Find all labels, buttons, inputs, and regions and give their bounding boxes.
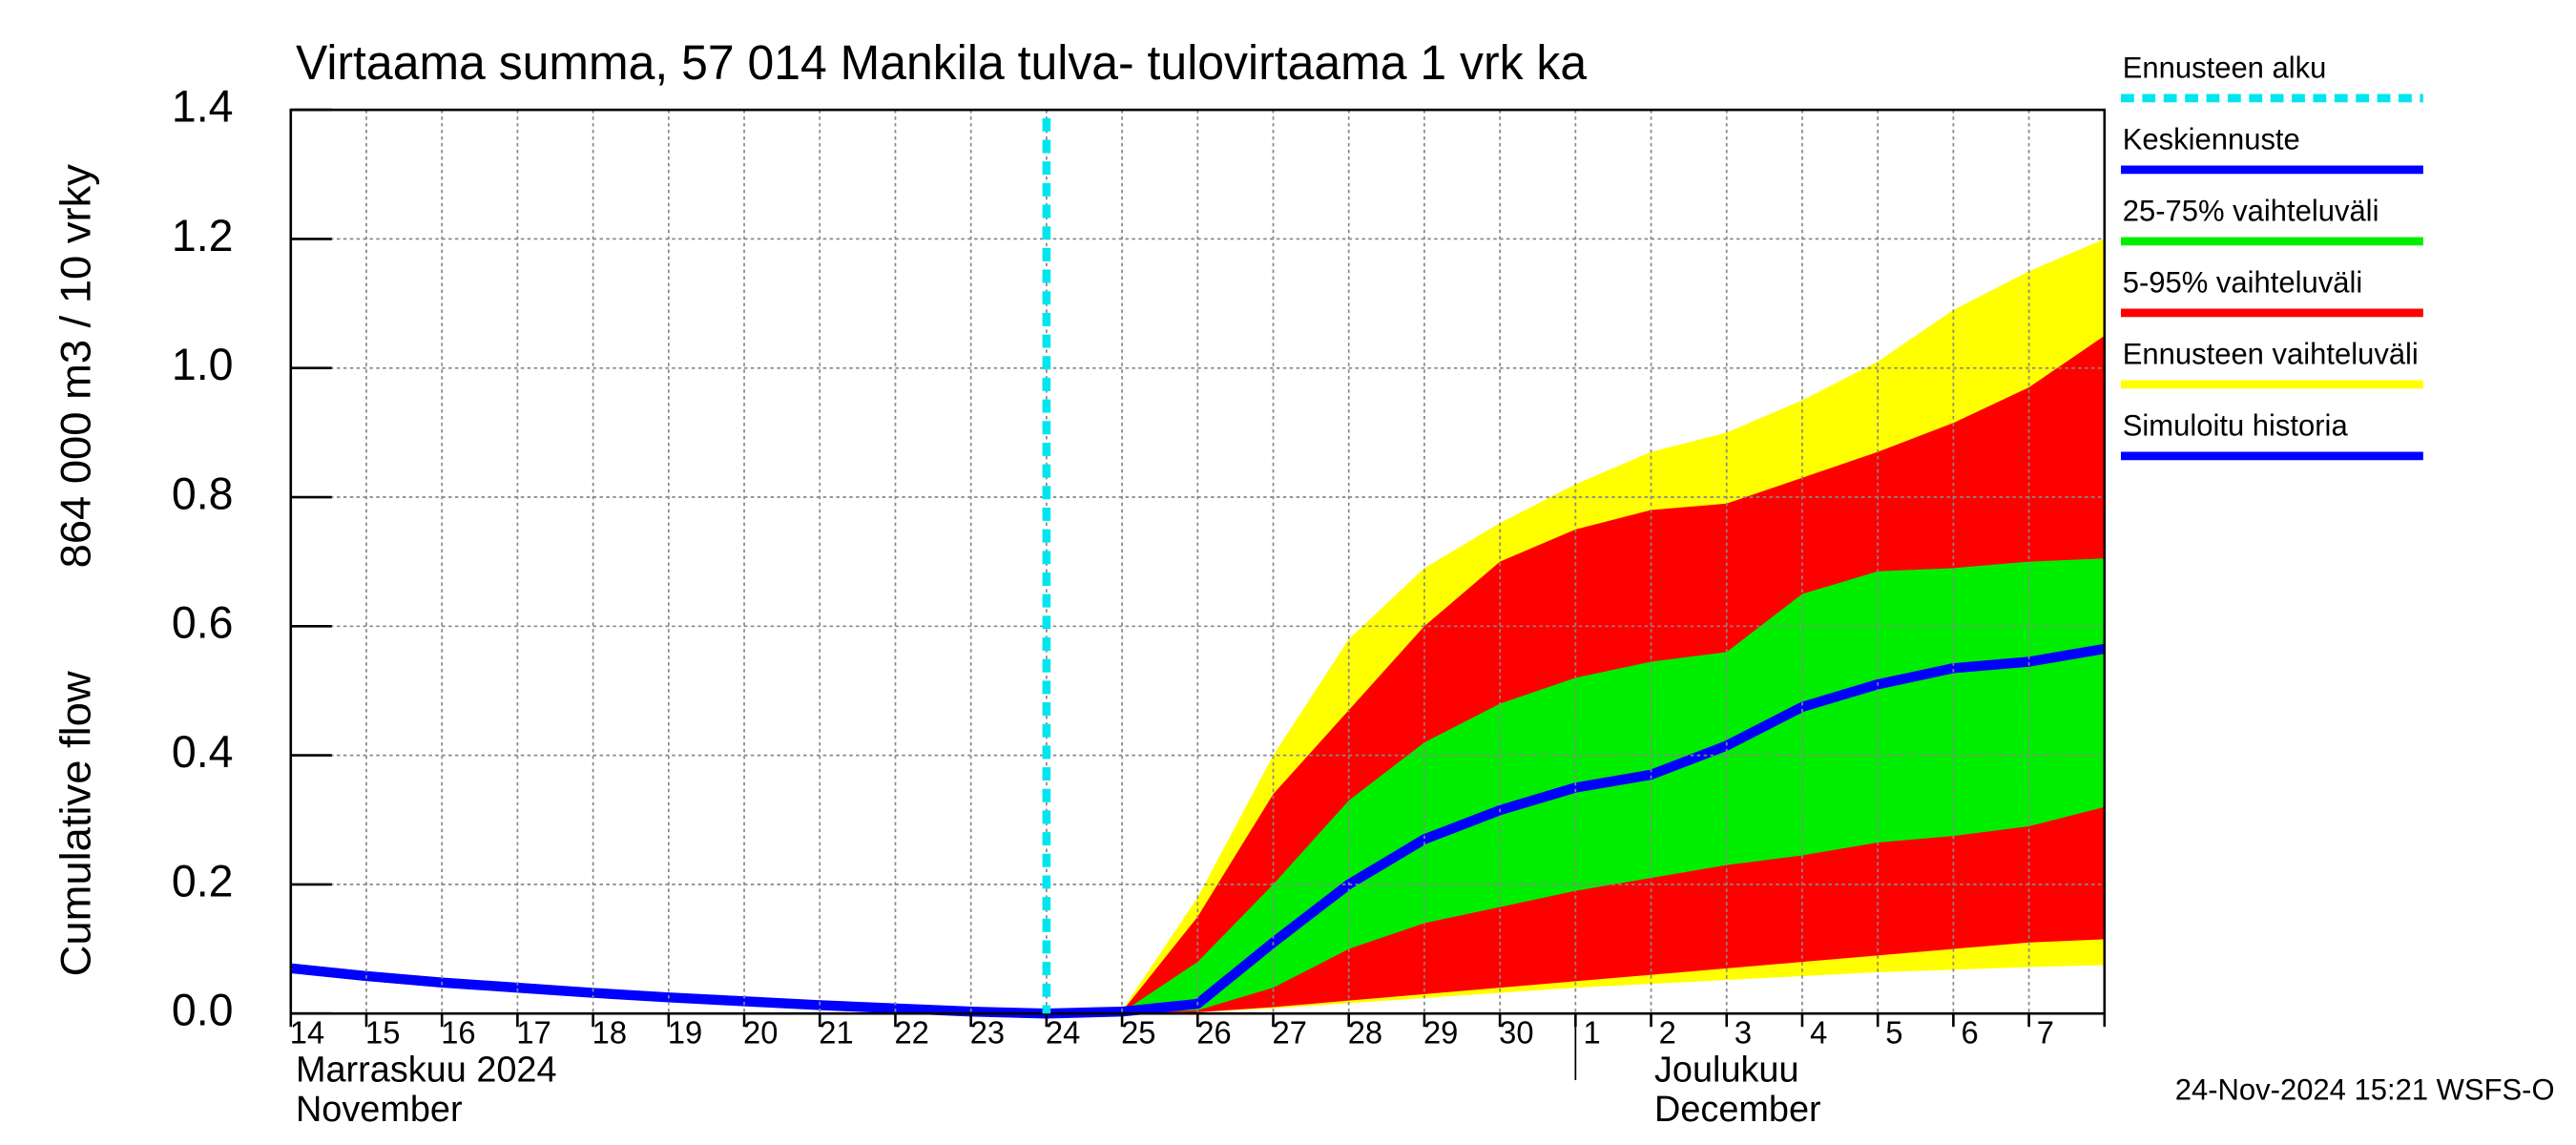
x-tick-label: 26	[1196, 1014, 1231, 1050]
line	[1046, 643, 2106, 1019]
x-tick-label: 30	[1499, 1014, 1533, 1050]
x-tick-label: 4	[1810, 1014, 1827, 1050]
x-tick-label: 17	[516, 1014, 551, 1050]
x-tick-label: 28	[1348, 1014, 1382, 1050]
x-tick-label: 23	[970, 1014, 1005, 1050]
x-tick-label: 18	[592, 1014, 627, 1050]
x-tick-label: 7	[2037, 1014, 2054, 1050]
y-tick-label: 0.6	[172, 597, 234, 647]
x-tick-label: 14	[290, 1014, 324, 1050]
x-tick-label: 21	[819, 1014, 853, 1050]
x-tick-label: 20	[743, 1014, 778, 1050]
x-tick-label: 29	[1423, 1014, 1458, 1050]
y-tick-label: 1.4	[172, 81, 234, 131]
chart-title: Virtaama summa, 57 014 Mankila tulva- tu…	[296, 36, 1587, 90]
y-tick-label: 1.0	[172, 340, 234, 389]
x-tick-label: 16	[441, 1014, 475, 1050]
y-tick-label: 0.0	[172, 985, 234, 1034]
x-tick-label: 3	[1735, 1014, 1752, 1050]
y-tick-label: 0.4	[172, 727, 234, 777]
legend-label: 25-75% vaihteluväli	[2123, 194, 2379, 227]
x-tick-label: 1	[1583, 1014, 1600, 1050]
month-label: November	[296, 1089, 463, 1130]
x-tick-label: 15	[365, 1014, 400, 1050]
month-label: December	[1654, 1089, 1821, 1130]
y-tick-label: 0.2	[172, 856, 234, 906]
y-axis-label: Cumulative flow	[52, 671, 100, 976]
x-tick-label: 25	[1121, 1014, 1155, 1050]
x-tick-label: 2	[1659, 1014, 1676, 1050]
month-label: Joulukuu	[1654, 1049, 1799, 1090]
y-tick-label: 0.8	[172, 468, 234, 518]
x-tick-label: 6	[1962, 1014, 1979, 1050]
x-tick-label: 24	[1046, 1014, 1080, 1050]
legend-label: 5-95% vaihteluväli	[2123, 265, 2362, 299]
month-label: Marraskuu 2024	[296, 1049, 557, 1090]
legend-label: Keskiennuste	[2123, 122, 2300, 156]
legend-label: Simuloitu historia	[2123, 408, 2349, 442]
y-axis-label: 864 000 m3 / 10 vrky	[52, 164, 100, 569]
y-tick-label: 1.2	[172, 211, 234, 260]
legend-label: Ennusteen alku	[2123, 51, 2327, 84]
x-tick-label: 22	[894, 1014, 928, 1050]
x-tick-label: 5	[1885, 1014, 1902, 1050]
legend-label: Ennusteen vaihteluväli	[2123, 337, 2419, 370]
x-tick-label: 27	[1273, 1014, 1307, 1050]
footer: 24-Nov-2024 15:21 WSFS-O	[2175, 1072, 2555, 1106]
x-tick-label: 19	[668, 1014, 702, 1050]
